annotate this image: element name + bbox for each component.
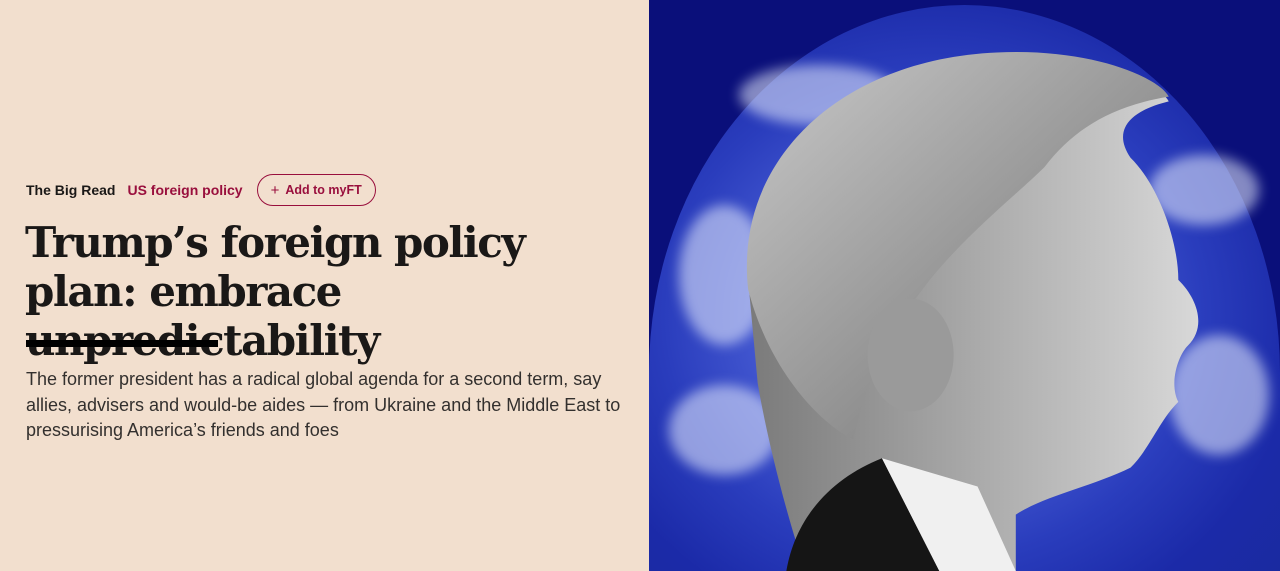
standfirst: The former president has a radical globa… bbox=[26, 369, 621, 440]
add-to-myft-label: Add to myFT bbox=[285, 183, 362, 197]
headline: Trump’s foreign policy plan: embrace unp… bbox=[25, 218, 526, 365]
kicker: The Big Read bbox=[26, 182, 116, 198]
topic-link[interactable]: US foreign policy bbox=[127, 182, 243, 198]
add-to-myft-button[interactable]: + Add to myFT bbox=[256, 174, 376, 206]
article-header: The Big Read US foreign policy + Add to … bbox=[25, 174, 621, 440]
article-meta: The Big Read US foreign policy + Add to … bbox=[26, 174, 376, 206]
hero-image bbox=[649, 0, 1280, 571]
headline-rule bbox=[26, 340, 218, 347]
plus-icon: + bbox=[270, 181, 280, 199]
portrait-silhouette bbox=[746, 52, 1199, 571]
